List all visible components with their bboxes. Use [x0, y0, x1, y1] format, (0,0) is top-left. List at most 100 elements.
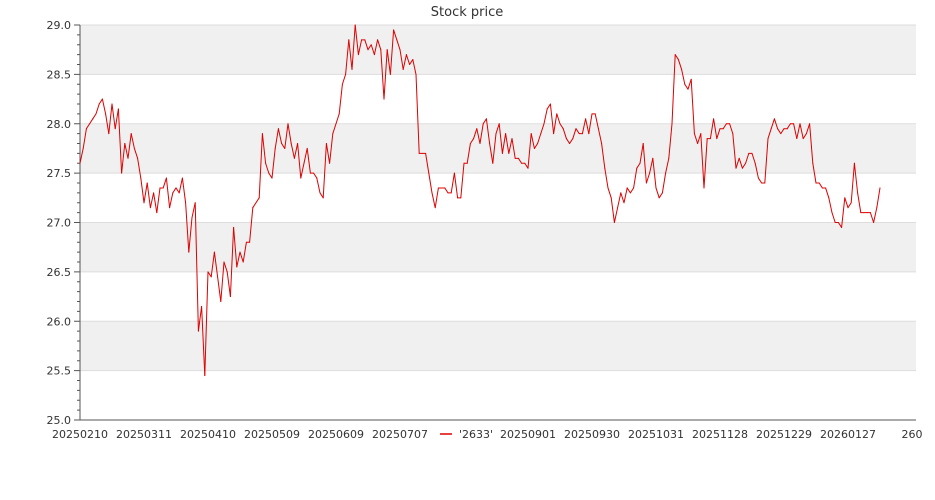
series-segment	[274, 128, 279, 149]
series-segment	[665, 157, 670, 174]
x-tick-label: 20250311	[116, 428, 172, 441]
x-tick-label: 20251128	[692, 428, 748, 441]
series-segment	[316, 177, 321, 194]
series-segment	[607, 187, 612, 199]
series-segment	[386, 49, 391, 75]
series-segment	[799, 123, 804, 140]
series-segment	[460, 162, 465, 199]
y-tick-label: 28.5	[47, 68, 72, 81]
y-minor-ticks	[77, 34, 80, 411]
series-segment	[530, 133, 535, 149]
series-segment	[645, 172, 651, 184]
series-segment	[108, 103, 113, 135]
plot-band	[80, 123, 916, 174]
series-segment	[633, 167, 638, 189]
series-segment	[687, 78, 692, 90]
series-segment	[831, 212, 836, 223]
series-segment	[380, 49, 385, 100]
legend-label: '2633'	[459, 428, 493, 441]
y-tick-label: 27.0	[47, 217, 72, 230]
series-segment	[681, 68, 686, 85]
series-segment	[453, 172, 459, 199]
series-segment	[357, 39, 363, 56]
series-segment	[617, 192, 622, 209]
series-segment	[853, 162, 859, 194]
x-tick-label: 260	[902, 428, 923, 441]
series-segment	[162, 177, 167, 189]
plot-band	[80, 222, 916, 272]
series-segment	[812, 162, 817, 184]
series-segment	[540, 123, 545, 135]
series-segment	[405, 54, 411, 65]
series-segment	[95, 103, 100, 115]
x-tick-label: 20260127	[820, 428, 876, 441]
series-segment	[671, 54, 676, 125]
series-segment	[345, 39, 350, 75]
series-segment	[105, 113, 110, 135]
series-segment	[482, 118, 487, 125]
x-tick-label: 20250210	[52, 428, 108, 441]
series-segment	[802, 133, 807, 140]
series-segment	[85, 123, 91, 130]
series-segment	[325, 143, 331, 164]
series-segment	[364, 39, 369, 51]
series-segment	[562, 128, 567, 140]
series-segment	[111, 103, 116, 130]
series-segment	[495, 123, 500, 135]
series-segment	[741, 162, 747, 169]
series-segment	[396, 39, 401, 51]
series-segment	[565, 138, 571, 144]
series-segment	[185, 202, 190, 253]
series-segment	[191, 202, 196, 219]
legend-background	[436, 426, 500, 440]
series-segment	[201, 305, 206, 377]
series-segment	[137, 157, 142, 179]
series-segment	[585, 118, 590, 135]
series-segment	[229, 226, 235, 298]
series-segment	[444, 187, 449, 194]
series-segment	[786, 123, 791, 130]
series-segment	[329, 133, 334, 164]
plot-band	[80, 25, 916, 75]
series-segment	[149, 192, 155, 209]
series-segment	[335, 113, 340, 125]
series-segment	[239, 251, 244, 263]
series-segment	[773, 118, 779, 130]
series-segment	[268, 172, 273, 179]
series-segment	[594, 113, 599, 130]
series-segment	[479, 123, 484, 144]
series-segment	[642, 143, 647, 184]
series-segment	[402, 54, 407, 70]
series-segment	[722, 123, 727, 130]
series-segment	[655, 187, 660, 199]
x-tick-label: 20250930	[564, 428, 620, 441]
series-segment	[297, 143, 302, 179]
series-segment	[287, 123, 292, 144]
series-segment	[351, 24, 356, 70]
series-segment	[389, 29, 395, 75]
series-segment	[217, 276, 222, 302]
series-segment	[341, 73, 347, 85]
series-segment	[569, 138, 574, 144]
series-segment	[450, 172, 455, 194]
series-segment	[575, 128, 580, 135]
series-segment	[428, 172, 433, 194]
series-segment	[533, 143, 539, 149]
series-segment	[133, 147, 139, 159]
series-segment	[527, 133, 532, 169]
series-segment	[549, 103, 555, 135]
series-segment	[236, 251, 241, 268]
series-segment	[713, 118, 718, 140]
series-segment	[757, 177, 763, 184]
series-segment	[729, 123, 734, 135]
series-segment	[98, 98, 103, 105]
series-segment	[261, 133, 267, 164]
series-segment	[610, 197, 615, 223]
series-segment	[636, 162, 641, 169]
y-tick-label: 27.5	[47, 167, 72, 180]
series-segment	[793, 123, 798, 140]
series-segment	[252, 202, 257, 209]
series-segment	[175, 187, 180, 194]
series-segment	[117, 108, 123, 174]
